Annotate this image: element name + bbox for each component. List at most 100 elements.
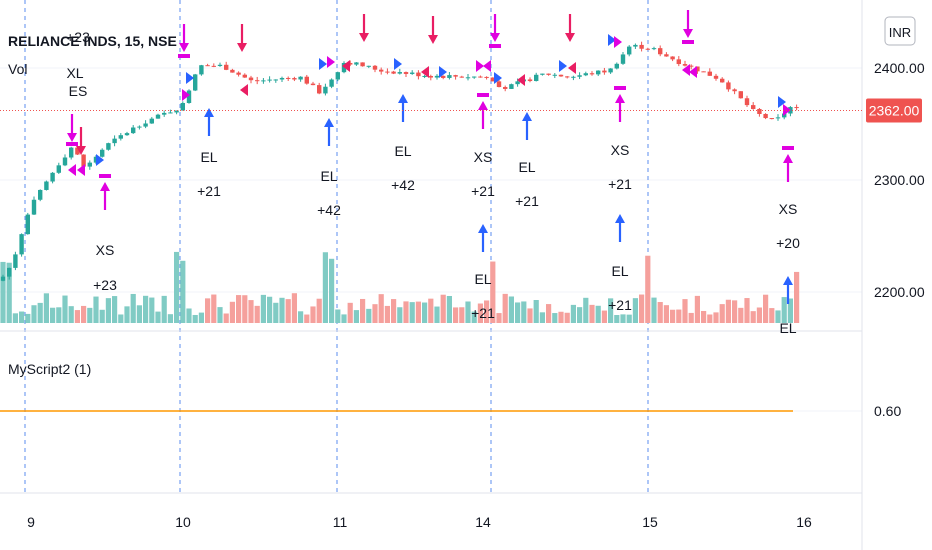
candle-body xyxy=(236,72,241,75)
candle-body xyxy=(422,75,427,77)
volume-bar xyxy=(366,308,372,323)
entry-triangle xyxy=(394,58,402,70)
candle-body xyxy=(403,72,409,74)
signal-label: EL xyxy=(518,159,535,175)
trade-signals: XL ES +23 XS +23 EL +21 EL +42 EL +42 XS +21 EL +21 EL +… xyxy=(66,10,800,336)
signal-arrow-head xyxy=(478,224,488,233)
candle-body xyxy=(44,181,49,190)
volume-bar xyxy=(167,314,173,323)
candle-body xyxy=(484,76,489,78)
candle-body xyxy=(372,65,378,70)
signal-arrow-head xyxy=(76,146,86,155)
price-tick-label: 2300.00 xyxy=(874,172,925,188)
volume-bar xyxy=(651,297,657,323)
candle-body xyxy=(248,77,254,81)
volume-bar xyxy=(130,293,136,323)
candle-body xyxy=(540,73,545,75)
volume-bar xyxy=(192,314,198,323)
candle-body xyxy=(341,62,347,73)
candle-body xyxy=(689,65,694,67)
signal-arrow-head xyxy=(204,108,214,117)
signal-label: ES xyxy=(69,83,88,99)
volume-bar xyxy=(397,307,403,323)
candle-body xyxy=(602,70,607,73)
signal-label: EL xyxy=(394,143,411,159)
currency-button-frame[interactable] xyxy=(884,16,916,46)
currency-label[interactable]: INR xyxy=(889,25,911,40)
volume-label[interactable]: Vol xyxy=(8,61,27,77)
entry-triangle xyxy=(608,34,616,46)
volume-bar xyxy=(6,262,12,323)
candle-body xyxy=(143,123,148,127)
volume-bar xyxy=(391,299,397,323)
volume-bar xyxy=(657,302,663,323)
candle-body xyxy=(558,74,564,77)
candle-body xyxy=(100,149,105,157)
volume-bar xyxy=(484,300,490,323)
candle-body xyxy=(782,113,787,118)
volume-bar xyxy=(347,302,353,323)
volume-bar xyxy=(515,302,521,323)
symbol-title[interactable]: RELIANCE INDS, 15, NSE xyxy=(8,33,177,49)
volume-bar xyxy=(143,295,149,323)
time-tick-label: 15 xyxy=(642,514,658,530)
last-price-label: 2362.00 xyxy=(869,103,920,119)
candle-body xyxy=(360,62,365,67)
candle-body xyxy=(651,48,657,50)
volume-bars xyxy=(0,251,800,323)
indicator-name[interactable]: MyScript2 (1) xyxy=(8,361,91,377)
last-price-badge: 2362.00 xyxy=(866,98,922,123)
candle-body xyxy=(565,76,570,78)
candle-body xyxy=(391,71,396,74)
candle-body xyxy=(205,65,210,67)
entry-triangle xyxy=(494,72,502,84)
volume-bar xyxy=(502,293,508,323)
candle-body xyxy=(397,72,402,74)
entry-triangle xyxy=(186,72,194,84)
candle-body xyxy=(472,76,477,78)
candle-body xyxy=(503,87,508,89)
volume-bar xyxy=(31,305,37,323)
candle-body xyxy=(124,133,130,136)
entry-triangle xyxy=(421,66,429,78)
candle-body xyxy=(639,44,644,49)
entry-triangle xyxy=(439,66,447,78)
price-scale[interactable]: 2400.00 2300.00 2200.00 xyxy=(874,60,925,300)
volume-bar xyxy=(87,307,93,323)
signal-arrow-head xyxy=(615,214,625,223)
volume-bar xyxy=(707,314,713,323)
volume-bar xyxy=(316,298,322,323)
candle-body xyxy=(509,84,514,89)
signal-label: +21 xyxy=(471,305,495,321)
volume-bar xyxy=(198,312,204,323)
time-axis[interactable]: 9 10 11 14 15 16 xyxy=(27,514,812,530)
candle-body xyxy=(670,56,675,60)
volume-bar xyxy=(533,300,539,323)
candle-body xyxy=(620,54,626,64)
candle-body xyxy=(298,76,303,80)
candle-body xyxy=(354,62,359,65)
volume-bar xyxy=(446,295,452,323)
volume-bar xyxy=(403,301,409,323)
signal-arrow-head xyxy=(67,133,77,142)
volume-bar xyxy=(353,310,359,323)
volume-bar xyxy=(521,301,527,323)
volume-bar xyxy=(267,296,273,323)
volume-bar xyxy=(298,311,304,323)
currency-button[interactable]: INR xyxy=(884,16,916,46)
candle-body xyxy=(31,199,37,215)
volume-bar xyxy=(68,306,74,323)
candle-body xyxy=(769,118,774,120)
volume-bar xyxy=(372,304,378,323)
signal-arrow-head xyxy=(565,33,575,42)
candle-body xyxy=(317,85,322,94)
volume-bar xyxy=(595,305,601,323)
candle-body xyxy=(583,73,588,76)
volume-bar xyxy=(756,307,762,323)
candle-body xyxy=(676,59,681,65)
entry-triangle xyxy=(783,104,791,116)
candle-body xyxy=(25,214,30,235)
candle-body xyxy=(534,74,539,82)
signal-label: XS xyxy=(96,242,115,258)
